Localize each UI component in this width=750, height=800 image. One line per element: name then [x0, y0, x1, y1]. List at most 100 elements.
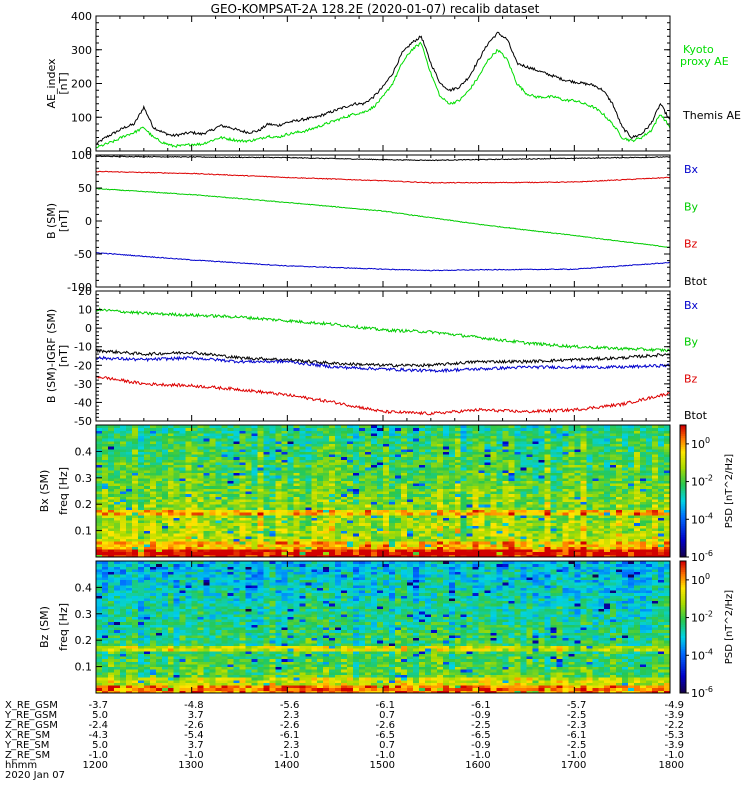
ephemeris-value: -3.9 — [664, 740, 684, 751]
ephemeris-value: -1.0 — [184, 750, 204, 761]
panel-db: 20 10 0 -10 -20 -30 -40 -50 B (SM)-IGRF (SM) [nT]… — [45, 285, 708, 428]
ephemeris-value: -4.3 — [88, 730, 108, 741]
y-tick-label: 0 — [85, 215, 92, 228]
ephemeris-value: 5.0 — [92, 710, 108, 721]
colorbar-frame — [679, 560, 687, 694]
colorbar-label: PSD [nT^2/Hz] — [724, 590, 735, 664]
y-axis-unit: [nT] — [57, 345, 70, 367]
legend-entry: Bx — [684, 299, 699, 312]
colorbar: 100 10-2 10-4 10-6 PSD [nT^2/Hz] — [679, 424, 735, 564]
ephemeris-value: 5.0 — [92, 740, 108, 751]
y-tick-label: -20 — [74, 359, 92, 372]
spectrogram-image — [96, 561, 671, 694]
ephemeris-value: -2.5 — [567, 710, 587, 721]
ephemeris-value: 3.7 — [188, 740, 204, 751]
colorbar-tick-label: 100 — [691, 572, 710, 587]
y-axis-label: B (SM) — [45, 203, 58, 239]
legend-entry: Bx — [684, 163, 699, 176]
ephemeris-row-label: hhmm — [5, 760, 37, 771]
ephemeris-row-label: Z_RE_GSM — [5, 720, 58, 731]
y-axis-unit: freq [Hz] — [57, 603, 70, 651]
ephemeris-value: -1.0 — [664, 750, 684, 761]
ephemeris-value: 1400 — [274, 760, 299, 771]
y-tick-label: 10 — [78, 304, 92, 317]
ephemeris-value: -6.1 — [280, 730, 300, 741]
ephemeris-value: 1800 — [659, 760, 684, 771]
ephemeris-row-label: Y_RE_GSM — [4, 710, 57, 721]
panel-b: 100 50 0 -50 -100 B (SM) [nT] Bx By Bz Btot — [45, 149, 708, 294]
y-axis-label: AE_index — [45, 58, 58, 109]
ephemeris-row-label: X_RE_GSM — [5, 700, 58, 711]
ephemeris-row-label: X_RE_SM — [5, 730, 50, 741]
colorbar-label: PSD [nT^2/Hz] — [724, 454, 735, 528]
y-tick-label: 0.1 — [75, 525, 93, 538]
y-tick-label: -50 — [74, 415, 92, 428]
y-axis-unit: freq [Hz] — [57, 467, 70, 515]
ephemeris-value: -4.8 — [184, 700, 204, 711]
ephemeris-value: -1.0 — [375, 750, 395, 761]
ephemeris-value: -2.6 — [280, 720, 300, 731]
ephemeris-value: 1500 — [370, 760, 395, 771]
ephemeris-value: 2.3 — [283, 710, 299, 721]
y-tick-label: 0.3 — [75, 472, 93, 485]
y-tick-label: 0.3 — [75, 608, 93, 621]
ephemeris-value: -2.6 — [184, 720, 204, 731]
y-tick-label: 0.4 — [75, 581, 93, 594]
ephemeris-row-label: Y_RE_SM — [4, 740, 49, 751]
y-axis-unit: [nT] — [57, 72, 70, 94]
y-tick-label: 0.2 — [75, 498, 93, 511]
legend-entry: Themis AE — [682, 109, 741, 122]
ephemeris-value: -1.0 — [280, 750, 300, 761]
y-axis-unit: [nT] — [57, 210, 70, 232]
ephemeris-value: 1600 — [465, 760, 490, 771]
y-tick-label: 100 — [71, 111, 92, 124]
legend-entry: Bz — [684, 238, 698, 251]
ephemeris-value: 1700 — [561, 760, 586, 771]
y-tick-label: 0.2 — [75, 634, 93, 647]
y-tick-label: 20 — [78, 285, 92, 298]
y-tick-label: 50 — [78, 182, 92, 195]
y-axis-label: B (SM)-IGRF (SM) — [45, 309, 58, 403]
series-bx — [95, 355, 671, 374]
ephemeris-value: 2.3 — [283, 740, 299, 751]
ephemeris-value: -5.7 — [567, 700, 587, 711]
colorbar-tick-label: 10-4 — [691, 511, 713, 526]
colorbar-tick-label: 10-2 — [691, 610, 713, 625]
ephemeris-value: -6.1 — [567, 730, 587, 741]
y-tick-label: 200 — [71, 78, 92, 91]
ephemeris-value: -5.4 — [184, 730, 204, 741]
ephemeris-value: 0.7 — [379, 740, 395, 751]
ephemeris-value: -3.9 — [664, 710, 684, 721]
legend-entry: By — [684, 200, 699, 213]
ephemeris-value: -6.5 — [375, 730, 395, 741]
panel-frame — [95, 154, 671, 288]
ephemeris-value: -0.9 — [471, 740, 491, 751]
colorbar-tick-label: 10-6 — [691, 685, 713, 700]
panel-frame — [95, 290, 671, 422]
colorbar-tick-label: 10-6 — [691, 549, 713, 564]
legend-entry: Btot — [684, 409, 708, 422]
series-bz — [95, 170, 671, 184]
ephemeris-value: -4.9 — [664, 700, 684, 711]
legend: Bx By Bz Btot — [684, 299, 708, 422]
ephemeris-row-label: Z_RE_SM — [5, 750, 50, 761]
ephemeris-value: -2.5 — [567, 740, 587, 751]
ephemeris-value: 0.7 — [379, 710, 395, 721]
series-by — [95, 307, 671, 353]
series-bz — [95, 375, 671, 416]
panel-spec_bz: 0.10.20.30.4Bz (SM) freq [Hz]10010-210-41… — [38, 560, 735, 700]
ephemeris-value: 1200 — [83, 760, 108, 771]
ephemeris-value: -6.1 — [375, 700, 395, 711]
y-tick-label: 0.1 — [75, 661, 93, 674]
ephemeris-value: -5.6 — [280, 700, 300, 711]
ephemeris-value: -5.3 — [664, 730, 684, 741]
y-tick-label: -100 — [67, 281, 92, 294]
colorbar-tick-label: 10-2 — [691, 474, 713, 489]
y-tick-label: 400 — [71, 10, 92, 23]
legend-entry: By — [684, 336, 699, 349]
ephemeris-value: 1300 — [178, 760, 203, 771]
y-axis-label: Bz (SM) — [38, 606, 51, 648]
ephemeris-value: -6.1 — [471, 700, 491, 711]
